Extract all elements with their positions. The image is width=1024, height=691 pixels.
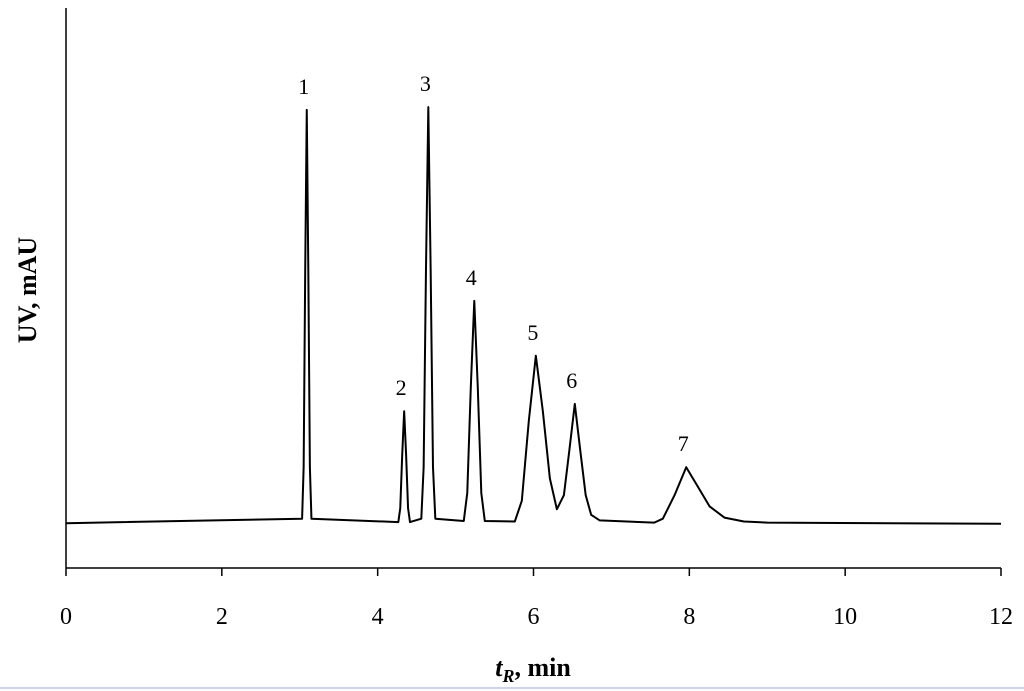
x-label-unit: , min: [514, 653, 571, 682]
x-label-symbol: t: [495, 653, 503, 682]
peak-label: 1: [298, 74, 309, 99]
peak-label: 4: [466, 265, 477, 290]
peak-label: 7: [678, 431, 689, 456]
x-tick-label: 0: [60, 604, 72, 630]
peak-label: 6: [566, 368, 577, 393]
x-label-subscript: R: [501, 666, 514, 686]
x-tick-label: 4: [372, 604, 384, 630]
x-axis-label: tR, min: [495, 653, 571, 686]
x-tick-label: 8: [683, 604, 695, 630]
peak-label: 3: [420, 71, 431, 96]
x-tick-label: 6: [528, 604, 540, 630]
chromatogram-line: [65, 106, 1002, 525]
x-tick-label: 10: [833, 604, 857, 630]
y-axis-label: UV, mAU: [13, 237, 42, 344]
x-tick-label: 2: [216, 604, 228, 630]
peak-label: 5: [527, 320, 538, 345]
peak-label: 2: [396, 375, 407, 400]
x-tick-label: 12: [989, 604, 1013, 630]
